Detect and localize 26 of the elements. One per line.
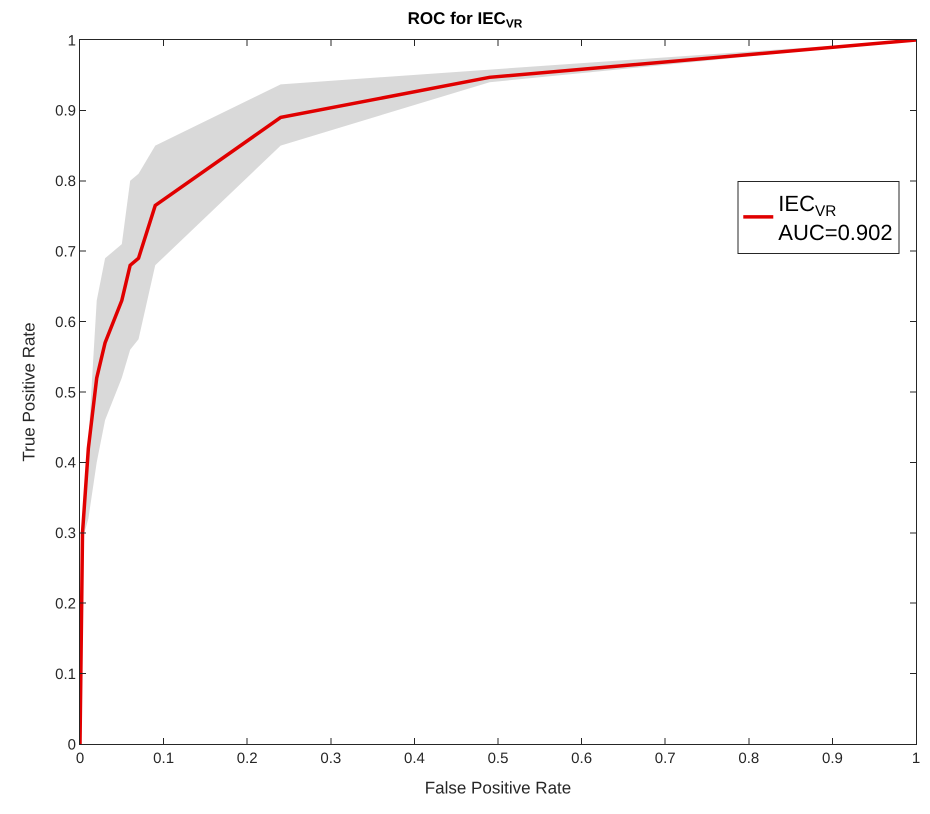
y-tick-label: 0 <box>68 736 76 754</box>
y-tick-label: 0.1 <box>55 666 76 683</box>
x-tick-label: 0.3 <box>320 750 342 767</box>
y-axis-title: True Positive Rate <box>20 322 39 462</box>
x-tick-label: 0.7 <box>654 750 676 767</box>
legend-label: IEC$_{VR}$ AUC=0.902 <box>778 191 893 245</box>
y-tick-label: 0.5 <box>55 384 76 402</box>
y-tick-label: 0.7 <box>55 243 76 260</box>
chart-title: ROC for IEC$_{VR}$ <box>408 9 523 31</box>
y-tick-label: 0.3 <box>55 525 76 542</box>
y-tick-label: 0.2 <box>55 595 76 612</box>
x-tick-label: 0.4 <box>404 750 425 767</box>
x-tick-label: 0.1 <box>153 750 174 767</box>
x-tick-label: 0.2 <box>236 750 258 767</box>
x-tick-label: 0.6 <box>571 750 592 767</box>
y-tick-label: 1 <box>68 32 76 50</box>
x-tick-label: 0.9 <box>822 750 843 767</box>
x-axis-title: False Positive Rate <box>424 778 572 798</box>
y-tick-label: 0.9 <box>55 102 76 120</box>
y-tick-label: 0.8 <box>55 173 76 190</box>
y-tick-label: 0.4 <box>55 454 76 472</box>
y-tick-label: 0.6 <box>55 314 76 331</box>
x-tick-label: 1 <box>912 750 920 767</box>
line-series <box>80 40 916 744</box>
x-tick-label: 0.5 <box>488 750 508 767</box>
x-tick-label: 0.8 <box>738 750 760 767</box>
